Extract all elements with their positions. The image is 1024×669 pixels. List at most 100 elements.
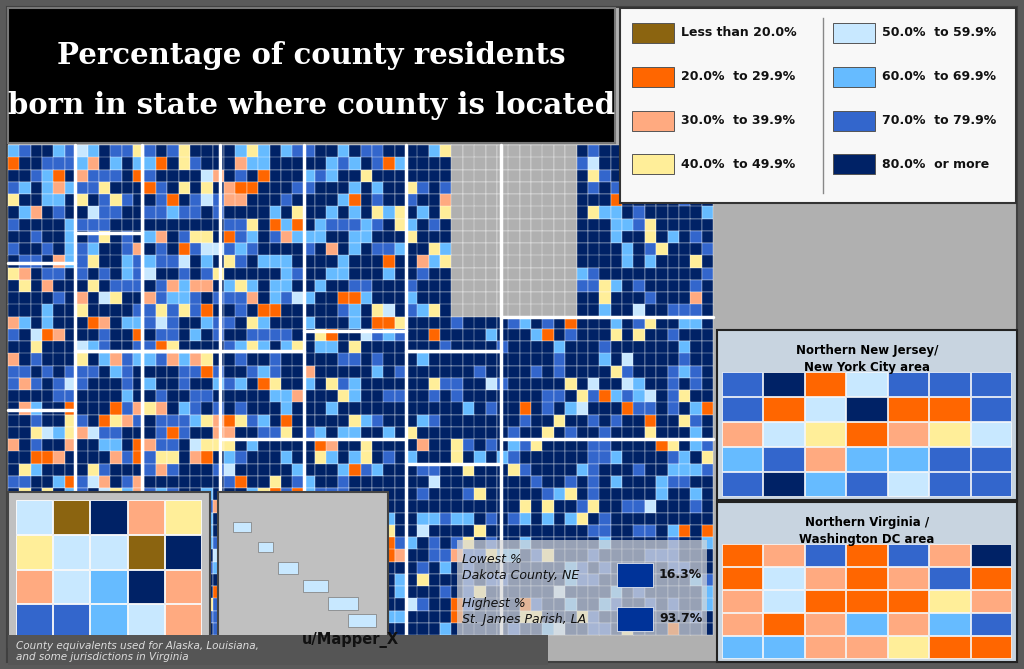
- Bar: [8, 194, 19, 207]
- Bar: [701, 439, 714, 452]
- Bar: [99, 169, 111, 182]
- Bar: [156, 341, 168, 353]
- Bar: [474, 623, 485, 636]
- Bar: [610, 402, 623, 415]
- Bar: [65, 316, 77, 329]
- Bar: [122, 549, 133, 562]
- Bar: [213, 353, 224, 366]
- Bar: [520, 292, 531, 304]
- Bar: [247, 439, 258, 452]
- Bar: [360, 219, 372, 231]
- Bar: [406, 328, 418, 341]
- Bar: [315, 219, 327, 231]
- Bar: [167, 561, 179, 574]
- Bar: [90, 604, 127, 638]
- Bar: [236, 182, 247, 194]
- Bar: [668, 219, 679, 231]
- Bar: [645, 415, 656, 427]
- Bar: [178, 341, 190, 353]
- Bar: [167, 145, 179, 158]
- Bar: [315, 243, 327, 256]
- Bar: [485, 243, 498, 256]
- Bar: [418, 402, 429, 415]
- Bar: [202, 452, 213, 464]
- Bar: [88, 549, 99, 562]
- Bar: [76, 341, 88, 353]
- Bar: [406, 145, 418, 158]
- Bar: [474, 182, 485, 194]
- Bar: [543, 524, 554, 537]
- Bar: [315, 611, 327, 623]
- Bar: [189, 256, 202, 268]
- Bar: [111, 365, 122, 378]
- Bar: [76, 316, 88, 329]
- Bar: [520, 206, 531, 219]
- Bar: [485, 206, 498, 219]
- Bar: [122, 512, 133, 525]
- Bar: [247, 243, 258, 256]
- Bar: [236, 280, 247, 292]
- Bar: [610, 280, 623, 292]
- Bar: [656, 549, 668, 562]
- Bar: [588, 206, 600, 219]
- Bar: [269, 231, 282, 244]
- Bar: [394, 194, 407, 207]
- Bar: [360, 598, 372, 611]
- Bar: [452, 341, 463, 353]
- Bar: [554, 415, 565, 427]
- Bar: [543, 598, 554, 611]
- Bar: [292, 292, 304, 304]
- Bar: [485, 390, 498, 403]
- Bar: [394, 390, 407, 403]
- Bar: [577, 194, 588, 207]
- Bar: [236, 316, 247, 329]
- Bar: [679, 427, 690, 440]
- Bar: [645, 488, 656, 500]
- Bar: [178, 524, 190, 537]
- Bar: [167, 243, 179, 256]
- Bar: [349, 464, 360, 476]
- Bar: [99, 390, 111, 403]
- Bar: [520, 341, 531, 353]
- Bar: [281, 316, 293, 329]
- Bar: [679, 353, 690, 366]
- Bar: [202, 304, 213, 317]
- Bar: [31, 206, 42, 219]
- Bar: [520, 611, 531, 623]
- Bar: [543, 537, 554, 549]
- Bar: [269, 169, 282, 182]
- Bar: [634, 157, 645, 170]
- Bar: [485, 611, 498, 623]
- Bar: [929, 397, 970, 421]
- Bar: [111, 549, 122, 562]
- Bar: [577, 316, 588, 329]
- Bar: [701, 292, 714, 304]
- Bar: [497, 243, 509, 256]
- Bar: [65, 169, 77, 182]
- Bar: [701, 365, 714, 378]
- Bar: [19, 598, 31, 611]
- Bar: [520, 488, 531, 500]
- Bar: [554, 182, 565, 194]
- Bar: [599, 476, 611, 488]
- Bar: [429, 415, 440, 427]
- Bar: [406, 304, 418, 317]
- Bar: [281, 328, 293, 341]
- Bar: [440, 145, 452, 158]
- Bar: [189, 415, 202, 427]
- Bar: [327, 316, 338, 329]
- Bar: [531, 256, 543, 268]
- Bar: [8, 280, 19, 292]
- Bar: [269, 316, 282, 329]
- Bar: [508, 623, 520, 636]
- Bar: [281, 524, 293, 537]
- Bar: [497, 611, 509, 623]
- Bar: [497, 328, 509, 341]
- Bar: [202, 623, 213, 636]
- Bar: [236, 549, 247, 562]
- Bar: [440, 328, 452, 341]
- Bar: [76, 157, 88, 170]
- Bar: [634, 524, 645, 537]
- Bar: [213, 157, 224, 170]
- Bar: [122, 561, 133, 574]
